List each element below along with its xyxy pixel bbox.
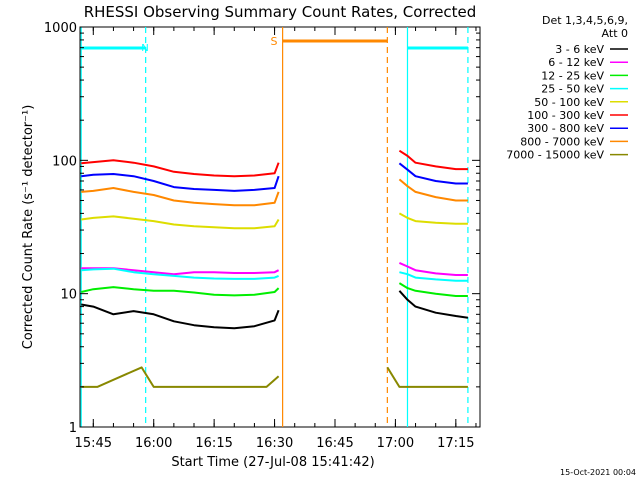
- legend-entry-label: 800 - 7000 keV: [520, 135, 604, 148]
- legend-entry-label: 7000 - 15000 keV: [506, 149, 604, 162]
- x-tick-label: 17:00: [377, 436, 414, 451]
- legend-entry-label: 3 - 6 keV: [555, 43, 604, 56]
- legend-header-line-2: Att 0: [602, 27, 628, 40]
- series-line-5: [398, 149, 468, 171]
- legend-header-line-1: Det 1,3,4,5,6,9,: [542, 14, 628, 27]
- series-line-3: [399, 271, 468, 282]
- legend-entry-label: 50 - 100 keV: [534, 96, 604, 109]
- y-tick-label: 1000: [44, 21, 77, 36]
- x-tick-label: 16:15: [195, 436, 232, 451]
- series-line-3: [81, 267, 279, 280]
- y-tick-label: 10: [60, 288, 77, 303]
- saa-label: S: [271, 35, 278, 48]
- series-line-0: [398, 290, 469, 319]
- series-line-6: [81, 173, 280, 192]
- series-line-2: [80, 286, 280, 297]
- series-line-6: [398, 162, 468, 185]
- y-tick-label: 100: [52, 154, 77, 169]
- series-line-7: [398, 178, 468, 202]
- y-tick-label: 1: [69, 421, 77, 436]
- y-axis-label: Corrected Count Rate (s⁻¹ detector⁻¹): [21, 105, 36, 350]
- x-axis-label: Start Time (27-Jul-08 15:41:42): [171, 455, 374, 470]
- legend-entry-label: 100 - 300 keV: [527, 109, 604, 122]
- axis-ticks: 15:45 16:00 16:15 16:30 16:45 17:00 17:15 1 10 10…: [44, 21, 480, 451]
- series-line-7: [81, 187, 280, 207]
- series-line-1: [398, 261, 468, 276]
- footer-date: 15-Oct-2021 00:04: [560, 468, 636, 477]
- legend-entry-label: 25 - 50 keV: [541, 83, 604, 96]
- x-tick-label: 15:45: [75, 436, 112, 451]
- series-line-4: [398, 212, 468, 225]
- series-line-2: [398, 282, 468, 297]
- series-lines: [80, 149, 469, 388]
- legend-entry-label: 300 - 800 keV: [527, 122, 604, 135]
- series-line-8: [81, 366, 280, 388]
- series-line-0: [81, 303, 280, 330]
- chart-title: RHESSI Observing Summary Count Rates, Co…: [84, 3, 477, 21]
- x-tick-label: 16:30: [256, 436, 293, 451]
- plot-area: [79, 26, 481, 428]
- legend-entry-label: 6 - 12 keV: [548, 56, 604, 69]
- night-label: N: [141, 43, 148, 54]
- legend-entry-label: 12 - 25 keV: [541, 69, 604, 82]
- marker-bars: [80, 27, 469, 427]
- series-line-5: [81, 159, 280, 178]
- x-tick-label: 16:00: [135, 436, 172, 451]
- x-tick-label: 17:15: [437, 436, 474, 451]
- x-tick-label: 16:45: [316, 436, 353, 451]
- series-line-4: [81, 215, 280, 230]
- series-line-8: [386, 366, 468, 388]
